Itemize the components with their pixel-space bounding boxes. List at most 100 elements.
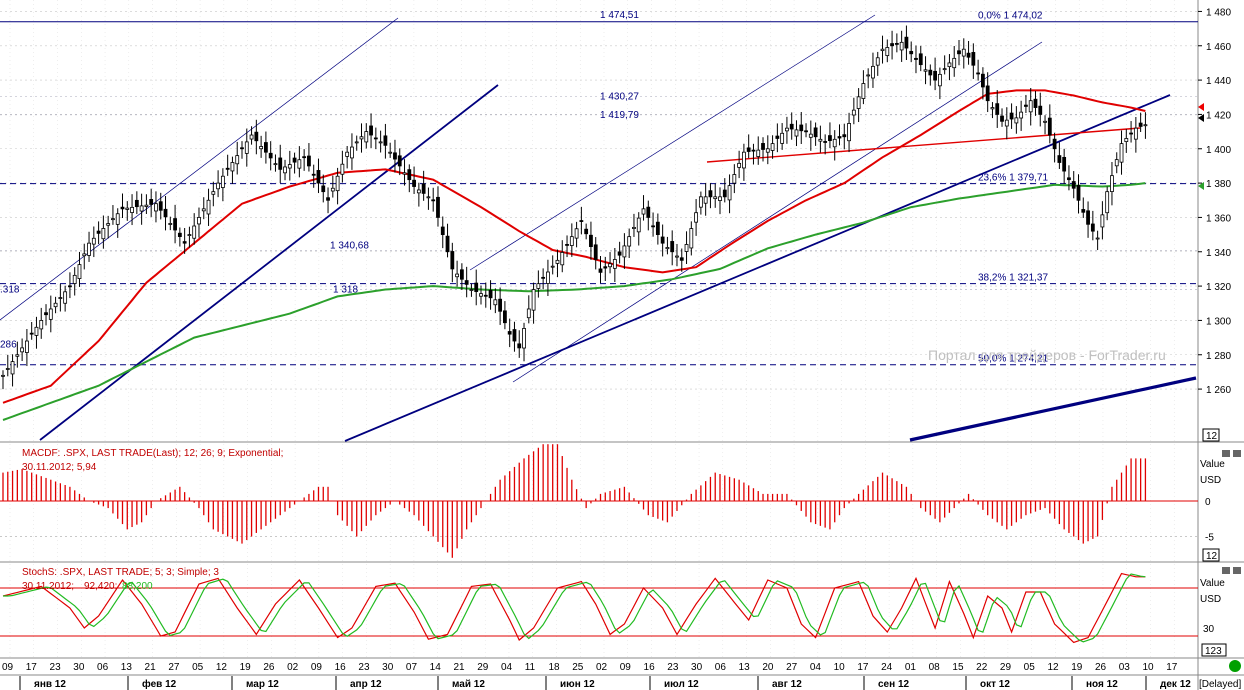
candle [464, 280, 469, 285]
candle [235, 155, 240, 165]
candle [961, 48, 966, 57]
y-tick-label: 1 320 [1206, 282, 1231, 293]
candle [254, 131, 259, 142]
x-month-label: сен 12 [878, 679, 910, 690]
candle [436, 196, 440, 218]
x-day-label: 22 [976, 662, 988, 673]
candle [689, 228, 694, 249]
trend-line [39, 84, 499, 441]
candle [96, 230, 101, 234]
y-tick-label: -5 [1205, 533, 1214, 544]
x-day-label: 18 [548, 662, 560, 673]
candle [1105, 191, 1110, 214]
candle [813, 127, 818, 138]
candle [187, 234, 192, 236]
candle [48, 308, 53, 320]
candle [134, 199, 139, 208]
candle [651, 225, 655, 228]
candle [923, 69, 928, 72]
candle [837, 136, 842, 139]
candle [847, 123, 851, 142]
trend-line [344, 94, 1171, 442]
candle [53, 302, 58, 308]
candle [5, 368, 10, 370]
scale-badge [1202, 548, 1220, 562]
x-day-label: 17 [1166, 662, 1178, 673]
x-month-label: янв 12 [34, 679, 66, 690]
x-month-label: май 12 [452, 679, 485, 690]
x-month-label: июл 12 [664, 679, 699, 690]
candle [330, 187, 335, 192]
candle [259, 146, 264, 150]
candle [775, 135, 780, 139]
scale-badge [1202, 428, 1220, 442]
candle [665, 247, 670, 250]
y-tick-label: 1 420 [1206, 110, 1231, 121]
minimize-icon[interactable] [1222, 450, 1230, 457]
candle [603, 266, 608, 269]
candle [393, 152, 397, 160]
candle [732, 174, 737, 184]
close-icon[interactable] [1233, 450, 1241, 457]
candle [311, 173, 316, 176]
candle [378, 141, 383, 144]
x-day-label: 09 [620, 662, 632, 673]
candle [182, 241, 187, 244]
candle [82, 253, 87, 257]
candle [383, 135, 388, 146]
candle [646, 206, 651, 218]
x-month-label: ноя 12 [1086, 679, 1118, 690]
candle [139, 205, 144, 212]
candle [249, 134, 254, 140]
x-day-label: 14 [430, 662, 442, 673]
candle [369, 125, 373, 136]
candle [622, 245, 627, 258]
candle [407, 169, 412, 181]
candle [1119, 143, 1124, 163]
x-month-label: мар 12 [246, 679, 279, 690]
candle [1086, 210, 1090, 225]
trend-line [0, 17, 399, 321]
candle [354, 141, 359, 144]
candle [287, 164, 292, 169]
close-icon[interactable] [1233, 567, 1241, 574]
candle [890, 43, 894, 47]
candle [149, 199, 154, 205]
x-day-label: 06 [715, 662, 727, 673]
minimize-icon[interactable] [1222, 567, 1230, 574]
candle [373, 137, 378, 140]
candle [1, 374, 5, 377]
candle [469, 289, 474, 291]
candle [177, 232, 182, 237]
scale-badge-text: 12 [1206, 431, 1218, 442]
candle [598, 268, 603, 273]
candle [722, 189, 727, 198]
candle [440, 226, 445, 235]
stoch-d-value: 88,200 [122, 581, 153, 592]
x-day-label: 08 [929, 662, 941, 673]
candle [593, 244, 598, 260]
candle [321, 185, 326, 193]
x-day-label: 09 [2, 662, 14, 673]
candle [971, 52, 976, 66]
x-month-label: апр 12 [350, 679, 382, 690]
status-indicator [1229, 660, 1241, 672]
candle [871, 65, 875, 79]
candle [244, 141, 249, 154]
candle [359, 136, 364, 140]
x-day-label: 26 [263, 662, 275, 673]
x-day-label: 27 [786, 662, 798, 673]
candle [751, 149, 756, 152]
y-tick-label: 1 480 [1206, 7, 1231, 18]
candle [770, 143, 775, 151]
x-day-label: 27 [168, 662, 180, 673]
candle [718, 196, 722, 201]
candle [1067, 177, 1071, 181]
x-day-label: 24 [881, 662, 893, 673]
candle [24, 340, 29, 353]
y-tick-label: 1 440 [1206, 76, 1231, 87]
x-day-label: 17 [26, 662, 38, 673]
candle [87, 242, 91, 256]
x-day-label: 17 [857, 662, 869, 673]
